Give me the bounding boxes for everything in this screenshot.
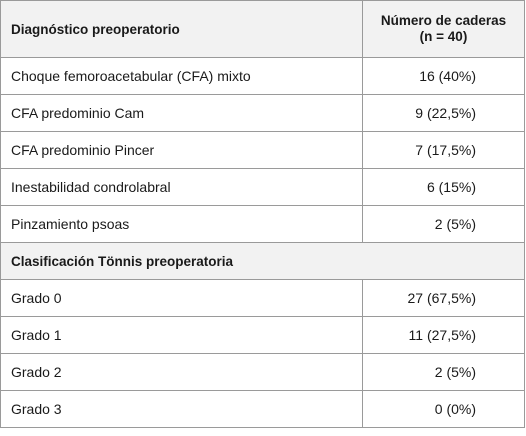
row-label: Inestabilidad condrolabral — [0, 168, 363, 206]
section-header-row: Clasificación Tönnis preoperatoria — [0, 242, 525, 280]
table-header-row: Diagnóstico preoperatorio Número de cade… — [0, 0, 525, 58]
row-value: 2 (5%) — [362, 353, 525, 391]
row-value: 6 (15%) — [362, 168, 525, 206]
header-hip-count-line2: (n = 40) — [419, 29, 468, 44]
table-row: Grado 3 0 (0%) — [0, 390, 525, 428]
table-row: Choque femoroacetabular (CFA) mixto 16 (… — [0, 57, 525, 95]
row-value: 9 (22,5%) — [362, 94, 525, 132]
row-label: Pinzamiento psoas — [0, 205, 363, 243]
section-title-tonnis: Clasificación Tönnis preoperatoria — [0, 242, 525, 280]
row-value: 2 (5%) — [362, 205, 525, 243]
row-label: Choque femoroacetabular (CFA) mixto — [0, 57, 363, 95]
header-hip-count-line1: Número de caderas — [380, 13, 507, 28]
row-value: 11 (27,5%) — [362, 316, 525, 354]
row-label: CFA predominio Cam — [0, 94, 363, 132]
row-value: 7 (17,5%) — [362, 131, 525, 169]
row-value: 16 (40%) — [362, 57, 525, 95]
table-row: Inestabilidad condrolabral 6 (15%) — [0, 168, 525, 206]
header-diagnosis: Diagnóstico preoperatorio — [0, 0, 363, 58]
table-row: Grado 0 27 (67,5%) — [0, 279, 525, 317]
row-label: CFA predominio Pincer — [0, 131, 363, 169]
row-label: Grado 0 — [0, 279, 363, 317]
table-row: CFA predominio Cam 9 (22,5%) — [0, 94, 525, 132]
row-value: 27 (67,5%) — [362, 279, 525, 317]
diagnosis-table: Diagnóstico preoperatorio Número de cade… — [0, 0, 525, 428]
table-row: CFA predominio Pincer 7 (17,5%) — [0, 131, 525, 169]
table-row: Grado 2 2 (5%) — [0, 353, 525, 391]
row-label: Grado 1 — [0, 316, 363, 354]
header-hip-count: Número de caderas (n = 40) — [362, 0, 525, 58]
table-row: Grado 1 11 (27,5%) — [0, 316, 525, 354]
table-row: Pinzamiento psoas 2 (5%) — [0, 205, 525, 243]
row-label: Grado 2 — [0, 353, 363, 391]
row-label: Grado 3 — [0, 390, 363, 428]
row-value: 0 (0%) — [362, 390, 525, 428]
